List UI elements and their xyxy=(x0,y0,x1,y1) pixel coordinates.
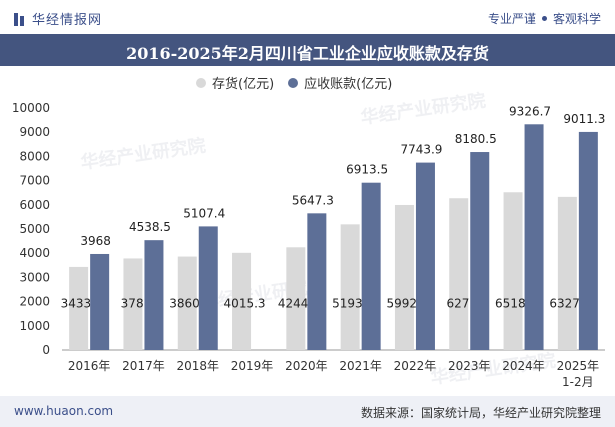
data-label-receivables: 9011.3 xyxy=(563,112,605,126)
x-tick-label: 2019年 xyxy=(231,359,274,373)
x-tick-label: 2021年 xyxy=(339,359,382,373)
bar-inventory xyxy=(557,196,577,350)
legend-item-receivables: 应收账款(亿元) xyxy=(288,73,392,92)
x-tick-label: 2018年 xyxy=(176,359,219,373)
y-tick-label: 3000 xyxy=(19,270,50,284)
header-bar: 华经情报网 专业严谨 客观科学 xyxy=(0,0,615,34)
y-tick-label: 0 xyxy=(42,343,50,357)
bar-receivables xyxy=(90,253,110,350)
tagline-right: 客观科学 xyxy=(552,12,601,26)
bar-inventory xyxy=(449,198,469,350)
bar-receivables xyxy=(415,162,435,350)
bar-receivables xyxy=(361,182,381,350)
bar-inventory xyxy=(232,252,252,350)
bar-receivables xyxy=(144,240,164,350)
data-label-receivables: 5107.4 xyxy=(183,206,225,220)
legend-swatch-inventory xyxy=(196,77,206,88)
brand[interactable]: 华经情报网 xyxy=(14,9,102,28)
data-label-receivables: 4538.5 xyxy=(129,220,171,234)
bar-inventory xyxy=(286,247,306,350)
footer: www.huaon.com 数据来源：国家统计局，华经产业研究院整理 xyxy=(0,396,615,427)
title-bar: 2016-2025年2月四川省工业企业应收账款及存货 xyxy=(0,34,615,66)
chart-legend: 存货(亿元) 应收账款(亿元) xyxy=(196,73,406,92)
tagline: 专业严谨 客观科学 xyxy=(488,10,601,27)
data-label-inventory: 6271 xyxy=(446,297,477,311)
legend-item-inventory: 存货(亿元) xyxy=(196,73,274,92)
x-tick-label: 2025年 xyxy=(557,359,600,373)
x-tick-label: 2020年 xyxy=(285,359,328,373)
x-tick-label: 2016年 xyxy=(68,359,111,373)
bar-inventory xyxy=(394,204,414,350)
bar-inventory xyxy=(123,258,143,350)
brand-logo-icon xyxy=(14,12,26,26)
data-label-receivables: 3968 xyxy=(80,234,111,248)
chart-title: 2016-2025年2月四川省工业企业应收账款及存货 xyxy=(126,44,489,63)
bar-receivables xyxy=(470,152,490,350)
bar-inventory xyxy=(69,266,89,350)
x-tick-label: 2023年 xyxy=(448,359,491,373)
bar-receivables xyxy=(524,124,544,351)
data-source: 数据来源：国家统计局，华经产业研究院整理 xyxy=(360,406,601,420)
y-tick-label: 6000 xyxy=(19,198,50,212)
y-tick-label: 1000 xyxy=(19,319,50,333)
dot-icon xyxy=(541,16,547,21)
data-label-inventory: 3783 xyxy=(121,297,152,311)
x-tick-label: 2024年 xyxy=(502,359,545,373)
x-tick-label: 1-2月 xyxy=(562,375,594,389)
y-tick-label: 10000 xyxy=(12,101,50,115)
bar-receivables xyxy=(198,226,218,350)
legend-label-inventory: 存货(亿元) xyxy=(212,77,275,92)
website-link[interactable]: www.huaon.com xyxy=(14,404,114,418)
y-tick-label: 9000 xyxy=(19,125,50,139)
bar-chart: 0 1000 2000 3000 4000 5000 6000 7000 8000 9000 100… xyxy=(12,101,606,389)
bar-inventory xyxy=(177,256,197,350)
y-tick-label: 2000 xyxy=(19,295,50,309)
y-tick-label: 7000 xyxy=(19,174,50,188)
data-label-receivables: 6913.5 xyxy=(346,163,388,177)
x-tick-label: 2017年 xyxy=(122,359,165,373)
brand-name: 华经情报网 xyxy=(32,13,103,28)
y-tick-label: 4000 xyxy=(19,246,50,260)
tagline-left: 专业严谨 xyxy=(487,12,536,26)
bar-receivables xyxy=(307,213,327,350)
data-label-inventory: 4015.3 xyxy=(224,297,266,311)
bar-receivables xyxy=(578,131,598,350)
legend-swatch-receivables xyxy=(288,77,299,88)
data-label-receivables: 5647.3 xyxy=(292,193,334,207)
data-label-receivables: 8180.5 xyxy=(455,132,497,146)
data-label-receivables: 7743.9 xyxy=(400,143,442,157)
x-tick-label: 2022年 xyxy=(394,359,437,373)
y-tick-label: 5000 xyxy=(19,222,50,236)
legend-label-receivables: 应收账款(亿元) xyxy=(304,77,393,92)
y-tick-label: 8000 xyxy=(19,149,50,163)
bar-inventory xyxy=(503,192,523,350)
data-label-receivables: 9326.7 xyxy=(509,104,551,118)
bar-inventory xyxy=(340,224,360,350)
